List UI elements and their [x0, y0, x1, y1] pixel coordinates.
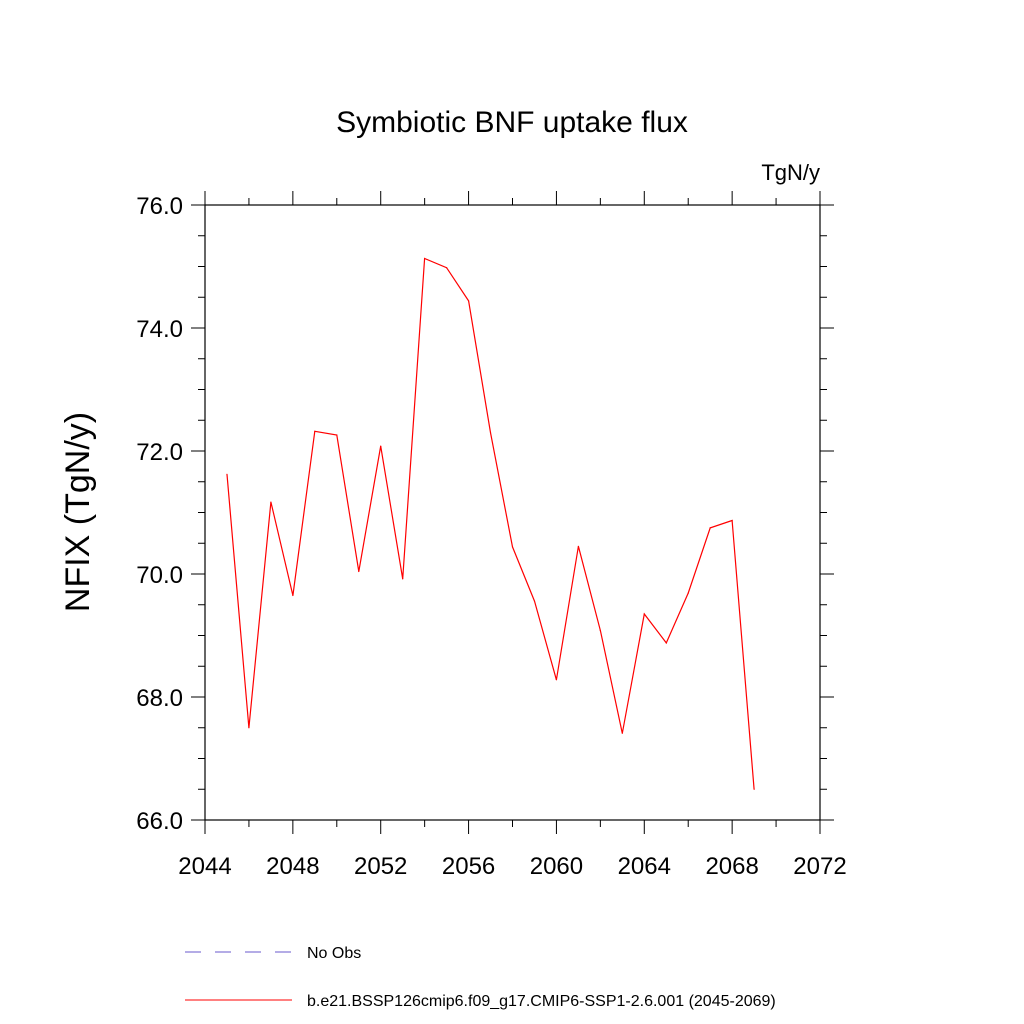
legend-label: No Obs	[307, 945, 361, 962]
data-point	[424, 257, 426, 260]
data-point	[226, 473, 228, 475]
data-point	[292, 594, 294, 597]
data-point	[489, 431, 492, 434]
y-tick-label: 70.0	[136, 562, 183, 589]
x-tick-label: 2068	[705, 853, 758, 880]
x-tick-label: 2060	[530, 853, 583, 880]
x-tick-label: 2064	[618, 853, 671, 880]
units-label: TgN/y	[761, 160, 820, 185]
y-tick-label: 74.0	[136, 316, 183, 343]
data-point	[709, 527, 711, 529]
data-point	[402, 578, 404, 580]
axis-tick-labels: 2044 2048 2052 2056 2060 2064 2068 2072 66.0 68.0…	[136, 193, 846, 880]
data-point	[336, 434, 338, 436]
plot-frame	[204, 204, 821, 821]
data-point	[643, 613, 645, 615]
data-point	[599, 629, 601, 632]
y-tick-label: 72.0	[136, 439, 183, 466]
x-tick-label: 2072	[793, 853, 846, 880]
y-tick-label: 68.0	[136, 685, 183, 712]
data-point	[314, 430, 316, 432]
x-tick-label: 2044	[178, 853, 231, 880]
data-point	[380, 445, 382, 447]
data-point	[665, 642, 667, 644]
x-tick-label: 2056	[442, 853, 495, 880]
data-point	[687, 592, 689, 594]
series-line	[226, 257, 755, 790]
data-point	[358, 570, 360, 573]
x-tick-label: 2048	[266, 853, 319, 880]
legend-label: b.e21.BSSP126cmip6.f09_g17.CMIP6-SSP1-2.…	[307, 993, 776, 1010]
axis-ticks	[191, 191, 834, 834]
data-point	[753, 788, 755, 790]
data-point	[555, 679, 558, 681]
data-point	[511, 546, 514, 548]
y-tick-label: 76.0	[136, 193, 183, 220]
data-point	[731, 519, 733, 522]
data-series	[226, 257, 755, 790]
legend: No Obs b.e21.BSSP126cmip6.f09_g17.CMIP6-S…	[185, 945, 776, 1010]
x-tick-label: 2052	[354, 853, 407, 880]
chart-title: Symbiotic BNF uptake flux	[336, 106, 688, 139]
data-point	[270, 501, 272, 503]
data-point	[533, 600, 536, 602]
y-tick-label: 66.0	[136, 808, 183, 835]
data-point	[577, 545, 579, 547]
data-point	[446, 267, 448, 269]
y-axis-label: NFIX (TgN/y)	[59, 412, 97, 612]
data-point	[621, 732, 623, 734]
data-point	[248, 727, 250, 729]
data-point	[467, 300, 470, 302]
